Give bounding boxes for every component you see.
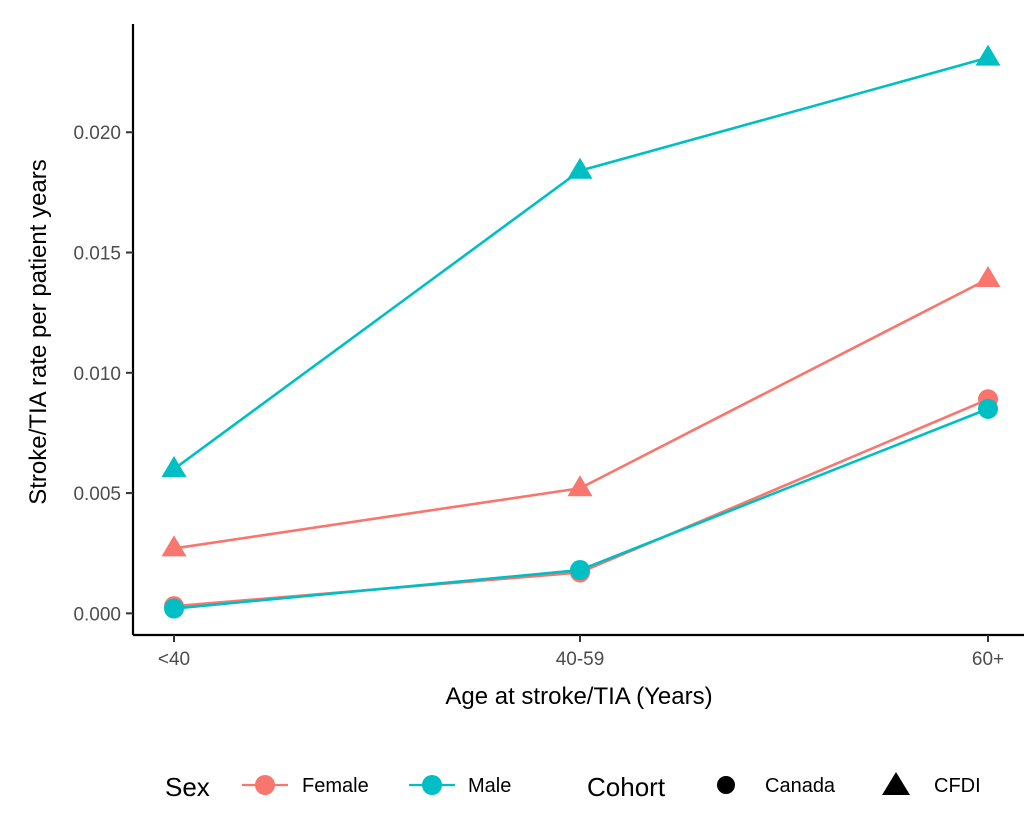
- data-point-male-canada: [570, 560, 590, 581]
- legend-item-female: Female: [242, 775, 369, 797]
- plot-panel: [161, 44, 1001, 619]
- data-point-female-cfdi: [567, 475, 593, 497]
- x-tick-label: <40: [158, 649, 190, 670]
- legend-key-canada-circle: [717, 776, 735, 794]
- legend: Sex Female Male Cohort Canada CFDI: [165, 772, 981, 802]
- legend-item-canada: Canada: [717, 775, 836, 797]
- x-axis-title: Age at stroke/TIA (Years): [445, 683, 712, 710]
- series-line-female-cfdi: [173, 277, 989, 550]
- legend-label-cfdi: CFDI: [934, 775, 981, 797]
- data-point-female-cfdi: [975, 265, 1001, 287]
- y-tick-label: 0.000: [73, 604, 121, 625]
- data-point-male-cfdi: [975, 44, 1001, 66]
- legend-title-cohort: Cohort: [587, 772, 666, 802]
- y-tick-label: 0.015: [73, 244, 121, 265]
- legend-key-cfdi-triangle: [882, 772, 910, 795]
- x-tick-label: 60+: [972, 649, 1004, 670]
- data-point-female-cfdi: [161, 535, 187, 557]
- y-axis-ticks: 0.000 0.005 0.010 0.015 0.020: [73, 123, 133, 625]
- legend-title-sex: Sex: [165, 772, 210, 802]
- series-line-male-cfdi: [173, 56, 989, 471]
- data-point-male-cfdi: [161, 455, 187, 477]
- data-point-male-canada: [978, 398, 998, 419]
- legend-key-male-dot: [422, 775, 442, 795]
- legend-label-canada: Canada: [765, 775, 836, 797]
- data-point-male-cfdi: [567, 157, 593, 179]
- legend-label-female: Female: [302, 775, 369, 797]
- y-tick-label: 0.020: [73, 123, 121, 144]
- y-axis-title: Stroke/TIA rate per patient years: [25, 159, 52, 505]
- legend-label-male: Male: [468, 775, 511, 797]
- data-point-male-canada: [164, 598, 184, 619]
- x-axis-ticks: <40 40-59 60+: [158, 635, 1004, 670]
- legend-item-male: Male: [409, 775, 511, 797]
- legend-key-female-dot: [255, 775, 275, 795]
- y-tick-label: 0.010: [73, 364, 121, 385]
- y-tick-label: 0.005: [73, 484, 121, 505]
- x-tick-label: 40-59: [556, 649, 605, 670]
- legend-item-cfdi: CFDI: [882, 772, 981, 797]
